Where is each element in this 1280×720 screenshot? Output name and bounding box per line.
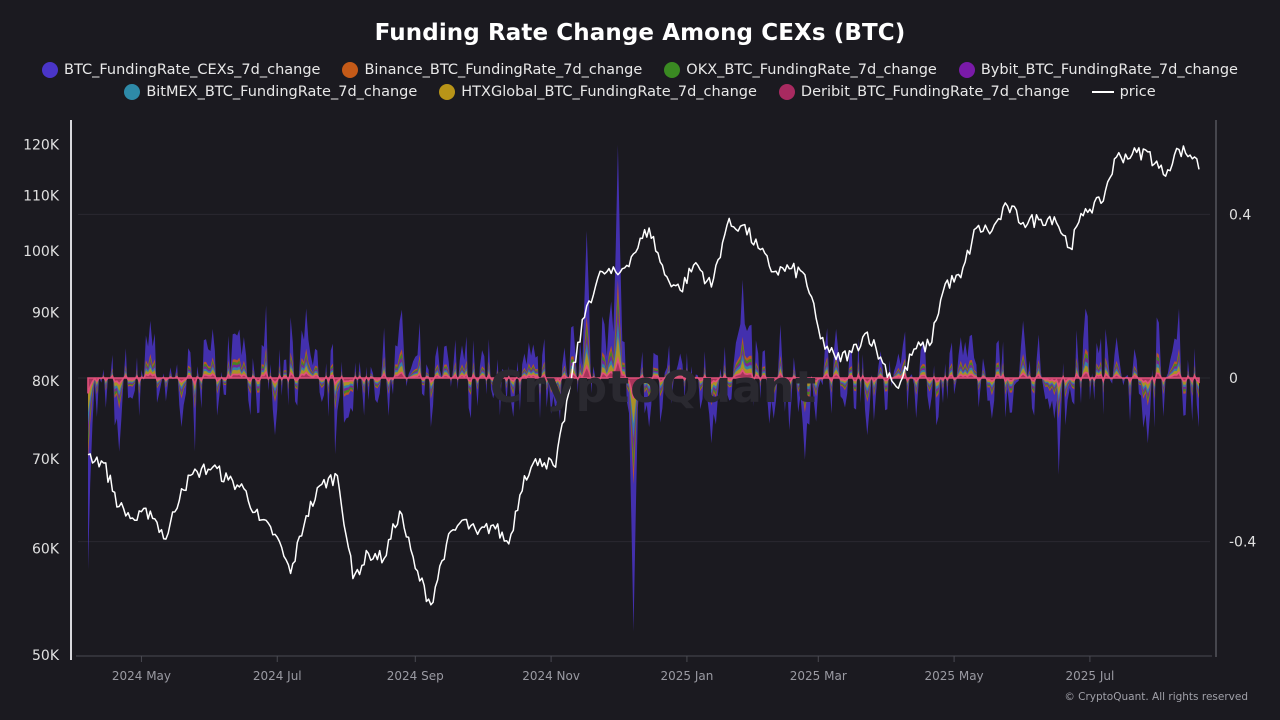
left-tick-label: 100K [23,244,60,260]
price-line [87,145,1200,606]
x-tick-label: 2025 Jul [1065,669,1114,683]
left-tick-label: 110K [23,188,60,204]
legend-dot-icon [124,84,141,100]
left-tick-label: 60K [32,542,60,558]
area-deribit-btc-fundingrate-7d-change [87,356,1200,399]
legend-item-okx[interactable]: OKX_BTC_FundingRate_7d_change [664,62,937,78]
left-tick-label: 50K [32,648,60,664]
copyright-notice: © CryptoQuant. All rights reserved [1064,691,1248,703]
legend-dot-icon [778,84,795,100]
x-tick-label: 2025 May [925,669,984,683]
legend-label: HTXGlobal_BTC_FundingRate_7d_change [461,84,757,100]
legend-label: price [1119,84,1156,100]
legend-row: BitMEX_BTC_FundingRate_7d_change HTXGlob… [0,84,1280,100]
legend-dot-icon [958,62,975,78]
legend-dot-icon [342,62,359,78]
legend-item-htxglobal[interactable]: HTXGlobal_BTC_FundingRate_7d_change [439,84,757,100]
legend-label: BitMEX_BTC_FundingRate_7d_change [146,84,418,100]
legend-item-binance[interactable]: Binance_BTC_FundingRate_7d_change [342,62,642,78]
x-tick-label: 2024 Jul [253,669,302,683]
x-tick-label: 2025 Jan [660,669,713,683]
legend-item-cexs[interactable]: BTC_FundingRate_CEXs_7d_change [42,62,320,78]
legend-dot-icon [664,62,681,78]
legend-label: OKX_BTC_FundingRate_7d_change [686,62,937,78]
right-tick-label: 0 [1229,371,1238,387]
price-layer [87,145,1200,606]
right-tick-label: -0.4 [1229,535,1256,551]
legend-label: Bybit_BTC_FundingRate_7d_change [980,62,1238,78]
legend-item-bybit[interactable]: Bybit_BTC_FundingRate_7d_change [958,62,1238,78]
funding-areas [87,144,1200,632]
left-tick-label: 120K [23,138,60,154]
legend-item-deribit[interactable]: Deribit_BTC_FundingRate_7d_change [778,84,1070,100]
legend-row: BTC_FundingRate_CEXs_7d_change Binance_B… [0,62,1280,78]
legend-item-bitmex[interactable]: BitMEX_BTC_FundingRate_7d_change [124,84,417,100]
right-tick-label: 0.4 [1229,207,1251,223]
x-tick-label: 2024 Nov [522,669,580,683]
legend-dot-icon [439,84,456,100]
legend-dot-icon [42,62,59,78]
axes [70,120,1217,660]
x-tick-label: 2025 Mar [790,669,847,683]
x-axis-ticks: 2024 May 2024 Jul 2024 Sep 2024 Nov 2025 Jan… [112,656,1114,683]
left-axis-ticks: 120K 110K 100K 90K 80K 70K 60K 50K [23,138,60,664]
left-tick-label: 80K [32,374,60,390]
x-tick-label: 2024 May [112,669,171,683]
legend-label: Binance_BTC_FundingRate_7d_change [364,62,643,78]
legend-item-price[interactable]: price [1091,84,1156,100]
x-tick-label: 2024 Sep [387,669,444,683]
right-axis-ticks: 0.4 0 -0.4 [1229,207,1256,550]
chart-title: Funding Rate Change Among CEXs (BTC) [374,20,906,46]
legend-label: Deribit_BTC_FundingRate_7d_change [800,84,1070,100]
legend-line-icon [1091,91,1114,93]
left-tick-label: 70K [32,452,60,468]
left-tick-label: 90K [32,305,60,321]
legend-label: BTC_FundingRate_CEXs_7d_change [64,62,321,78]
